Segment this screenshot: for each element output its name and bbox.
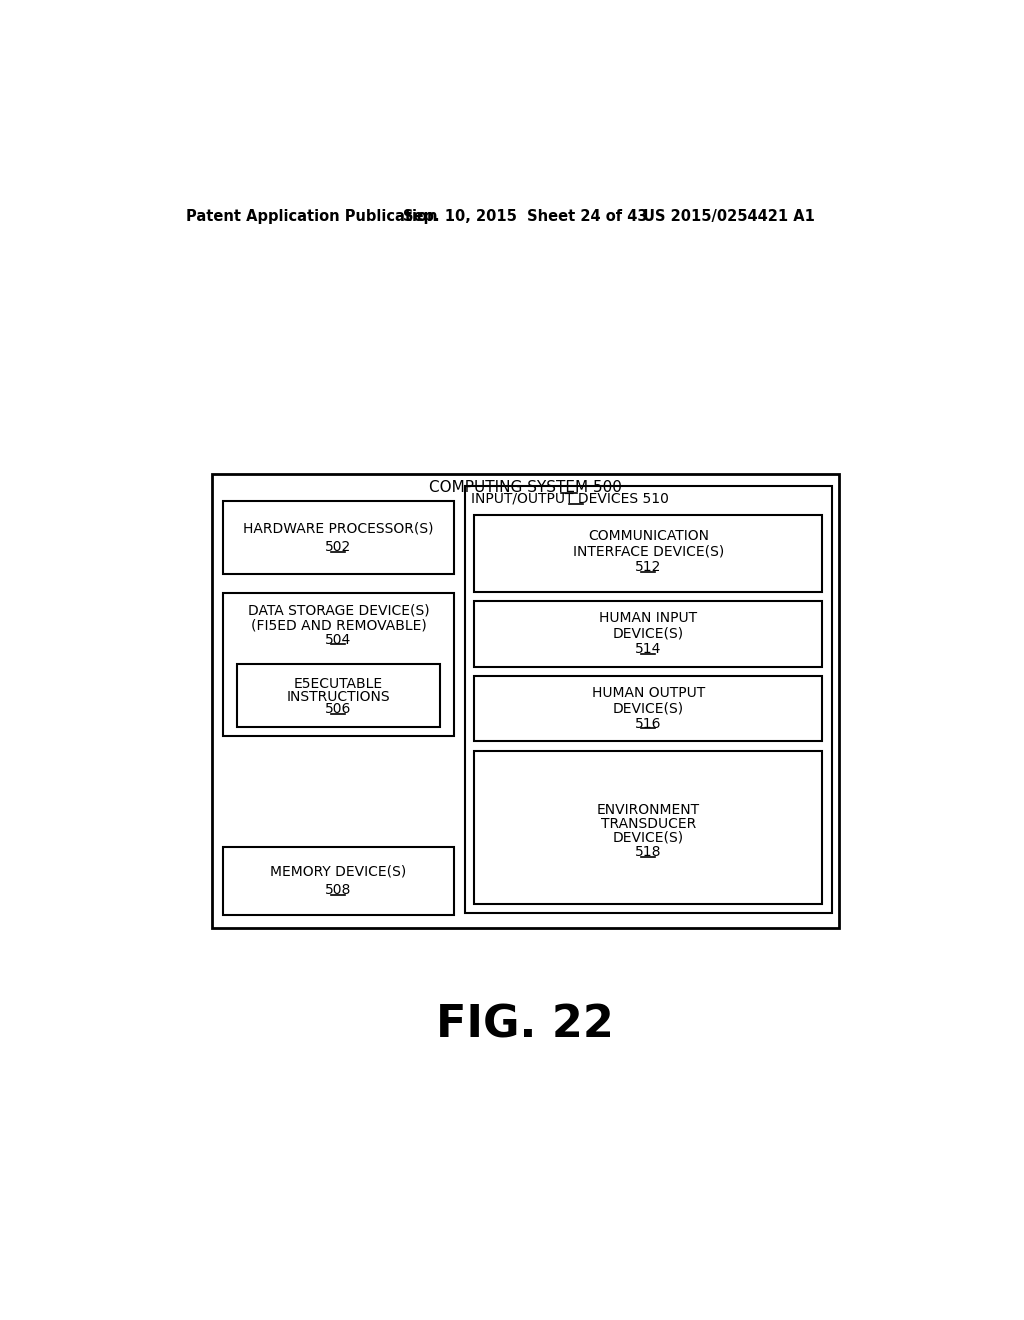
Text: COMMUNICATION: COMMUNICATION [588,529,709,544]
Text: 502: 502 [326,540,351,554]
Text: 504: 504 [326,632,351,647]
Text: Patent Application Publication: Patent Application Publication [186,209,437,223]
Text: COMPUTING SYSTEM 500: COMPUTING SYSTEM 500 [429,480,622,495]
Text: 506: 506 [326,702,351,715]
Text: 512: 512 [635,560,662,574]
Text: HARDWARE PROCESSOR(S): HARDWARE PROCESSOR(S) [243,521,433,536]
Text: 518: 518 [635,845,662,859]
Bar [212,474,840,928]
Bar [474,601,822,667]
Text: INPUT/OUTPUT DEVICES 510: INPUT/OUTPUT DEVICES 510 [471,492,670,506]
Bar [223,594,454,737]
Bar [465,486,831,913]
Text: 508: 508 [326,883,351,896]
Text: (FI5ED AND REMOVABLE): (FI5ED AND REMOVABLE) [251,619,426,632]
Text: FIG. 22: FIG. 22 [436,1003,613,1047]
Bar [223,847,454,915]
Text: DEVICE(S): DEVICE(S) [612,627,684,640]
Text: 516: 516 [635,717,662,730]
Text: MEMORY DEVICE(S): MEMORY DEVICE(S) [270,865,407,878]
Bar [238,664,439,726]
Bar [474,515,822,591]
Text: TRANSDUCER: TRANSDUCER [601,817,696,832]
Text: DEVICE(S): DEVICE(S) [612,830,684,845]
Text: HUMAN INPUT: HUMAN INPUT [599,611,697,626]
Bar [474,751,822,904]
Bar [474,676,822,742]
Text: DATA STORAGE DEVICE(S): DATA STORAGE DEVICE(S) [248,603,429,618]
Text: INSTRUCTIONS: INSTRUCTIONS [287,689,390,704]
Text: ENVIRONMENT: ENVIRONMENT [597,803,700,817]
Text: HUMAN OUTPUT: HUMAN OUTPUT [592,686,706,700]
Text: INTERFACE DEVICE(S): INTERFACE DEVICE(S) [572,545,724,558]
Text: 514: 514 [635,642,662,656]
Text: Sep. 10, 2015  Sheet 24 of 43: Sep. 10, 2015 Sheet 24 of 43 [403,209,647,223]
Text: US 2015/0254421 A1: US 2015/0254421 A1 [643,209,815,223]
Bar [223,502,454,574]
Text: DEVICE(S): DEVICE(S) [612,701,684,715]
Text: E5ECUTABLE: E5ECUTABLE [294,677,383,692]
